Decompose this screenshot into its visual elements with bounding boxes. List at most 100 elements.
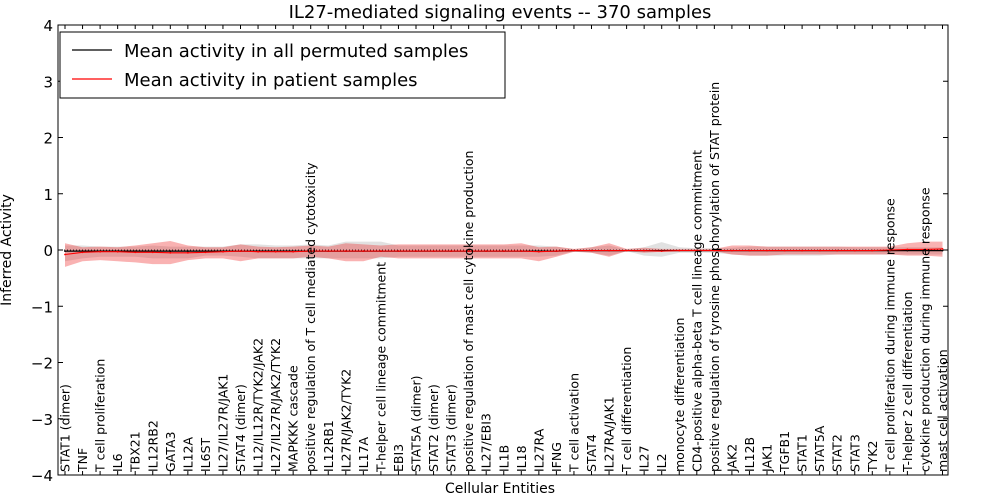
x-tick-label: IL1B <box>496 445 511 472</box>
x-tick-label: IFNG <box>549 442 564 472</box>
x-tick-label: IL2 <box>654 453 669 472</box>
data-point <box>502 250 505 253</box>
data-point <box>783 249 786 252</box>
y-tick-label: −1 <box>31 298 53 316</box>
data-point <box>818 249 821 252</box>
data-point <box>187 251 189 254</box>
data-point <box>450 250 452 253</box>
data-point <box>538 250 540 253</box>
x-tick-label: IL12A <box>180 436 195 472</box>
data-point <box>274 250 277 253</box>
x-tick-label: IL12/IL12R/TYK2/JAK2 <box>251 338 266 472</box>
x-tick-label: IL27/IL27R/JAK1 <box>216 374 231 472</box>
x-tick-label: STAT5A <box>812 425 827 472</box>
data-point <box>941 248 944 250</box>
x-tick-label: GATA3 <box>163 432 178 472</box>
x-tick-label: IL6 <box>110 453 125 472</box>
data-point <box>713 249 716 252</box>
x-tick-label: T cell proliferation during immune respo… <box>882 198 897 473</box>
y-tick-label: 3 <box>43 73 53 91</box>
data-point <box>941 249 944 252</box>
y-tick-label: −3 <box>31 411 53 429</box>
x-tick-label: mast cell activation <box>935 349 950 472</box>
data-point <box>906 248 909 251</box>
data-point <box>432 250 435 253</box>
data-point <box>64 253 66 256</box>
data-point <box>643 249 645 252</box>
x-tick-label: STAT5A (dimer) <box>409 376 424 472</box>
x-tick-label: positive regulation of tyrosine phosphor… <box>707 82 722 472</box>
band-patient <box>65 241 943 267</box>
data-point <box>678 249 681 252</box>
y-tick-label: −2 <box>31 355 53 373</box>
x-tick-label: STAT3 <box>847 434 862 472</box>
data-point <box>309 250 312 253</box>
x-tick-label: STAT4 <box>584 434 599 472</box>
x-tick-label: STAT2 (dimer) <box>426 384 441 472</box>
x-axis-label: Cellular Entities <box>445 481 555 497</box>
chart-title: IL27-mediated signaling events -- 370 sa… <box>289 2 712 23</box>
x-tick-label: IL27 <box>637 445 652 472</box>
x-tick-label: T cell proliferation <box>93 359 108 473</box>
data-point <box>239 250 242 253</box>
data-point <box>116 250 119 253</box>
x-tick-label: STAT3 (dimer) <box>444 384 459 472</box>
x-tick-label: positive regulation of mast cell cytokin… <box>461 151 476 472</box>
data-point <box>257 250 259 253</box>
x-tick-label: positive regulation of T cell mediated c… <box>303 162 318 472</box>
data-point <box>327 250 330 253</box>
data-point <box>169 251 172 254</box>
data-point <box>151 251 154 254</box>
data-point <box>520 250 523 253</box>
data-point <box>485 250 488 253</box>
x-tick-label: TYK2 <box>865 441 880 473</box>
data-point <box>467 250 470 253</box>
data-point <box>292 250 294 253</box>
y-axis-label: Inferred Activity <box>0 194 15 306</box>
x-tick-label: IL12RB2 <box>145 420 160 472</box>
x-tick-label: IL18 <box>514 445 529 472</box>
x-tick-label: cytokine production during immune respon… <box>918 187 933 472</box>
x-tick-label: CD4-positive alpha-beta T cell lineage c… <box>689 150 704 472</box>
x-tick-label: IL12RB1 <box>321 420 336 472</box>
x-tick-label: STAT2 <box>830 434 845 472</box>
x-axis: STAT1 (dimer) TNF T cell proliferation IL6 T… <box>58 25 950 475</box>
x-tick-label: T-helper 2 cell differentiation <box>900 292 915 473</box>
data-point <box>380 250 382 253</box>
data-point <box>555 250 558 253</box>
x-tick-label: TGFB1 <box>777 431 792 473</box>
data-point <box>415 250 417 253</box>
data-point <box>362 250 365 253</box>
y-tick-label: 4 <box>43 17 53 35</box>
x-tick-label: STAT1 <box>795 434 810 472</box>
legend-box <box>59 31 506 99</box>
x-tick-label: IL27/IL27R/JAK2/TYK2 <box>268 338 283 472</box>
x-tick-label: STAT1 (dimer) <box>58 384 73 472</box>
data-point <box>608 249 610 252</box>
data-point <box>397 250 400 253</box>
confidence-bands <box>65 241 943 267</box>
x-tick-label: IL12B <box>742 437 757 472</box>
data-point <box>695 249 698 252</box>
data-point <box>344 250 347 253</box>
data-point <box>625 249 628 252</box>
data-point <box>204 251 207 254</box>
data-point <box>924 248 926 251</box>
data-point <box>99 250 101 253</box>
x-tick-label: IL6ST <box>198 437 213 472</box>
data-point <box>748 249 751 252</box>
x-tick-label: IL27RA/JAK1 <box>602 396 617 472</box>
data-point <box>134 251 137 254</box>
x-tick-label: JAK2 <box>724 444 739 473</box>
data-point <box>871 249 874 252</box>
data-point <box>590 249 593 252</box>
data-point <box>801 249 803 252</box>
legend-label-patient: Mean activity in patient samples <box>124 70 418 91</box>
data-point <box>169 250 172 253</box>
x-tick-label: TBX21 <box>128 431 143 473</box>
x-tick-label: IL27RA <box>531 428 546 472</box>
y-tick-label: 0 <box>43 242 53 260</box>
series-lines <box>58 248 948 256</box>
x-tick-label: EBI3 <box>391 444 406 472</box>
